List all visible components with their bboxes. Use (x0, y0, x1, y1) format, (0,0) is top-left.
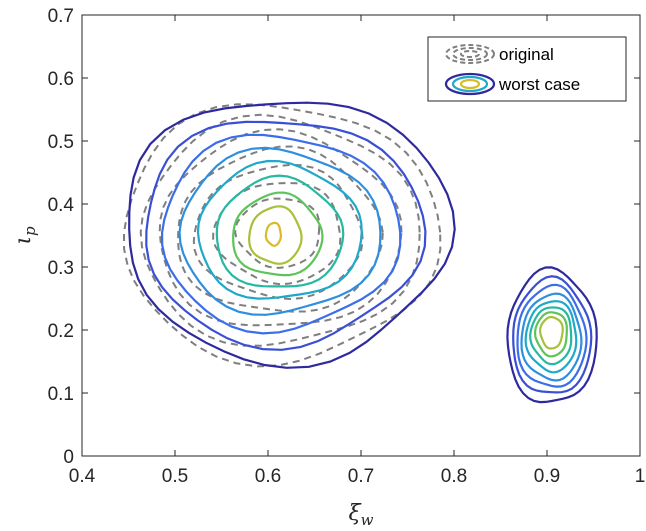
y-tick-label-1: 0.1 (48, 384, 74, 405)
original-contour-3 (177, 145, 384, 313)
original-contour-0 (122, 103, 442, 368)
axis-ticks: 0.4 0.5 0.6 0.7 0.8 0.9 1 0 0.1 0.2 0.3 0.4 0.5 0.6 0.… (48, 6, 646, 487)
worst-case-contour-1-7 (538, 315, 564, 350)
worst-case-contour-1-4 (524, 300, 578, 374)
legend: original worst case (427, 36, 627, 102)
worst-case-contours (128, 101, 598, 404)
x-tick-label-2: 0.6 (255, 466, 281, 487)
y-tick-label-7: 0.7 (48, 6, 74, 27)
worst-case-contour-0-3 (178, 146, 382, 316)
legend-worst-ring-2 (459, 78, 481, 90)
worst-case-contour-1-2 (516, 283, 588, 388)
worst-case-contour-0-0 (128, 101, 456, 369)
y-axis-label-subscript: p (21, 226, 39, 236)
worst-case-contour-0-2 (160, 133, 402, 335)
legend-label-worst-case: worst case (498, 75, 580, 94)
y-tick-label-6: 0.6 (48, 69, 74, 90)
worst-case-contour-1-1 (512, 275, 593, 394)
y-axis-label-symbol: ι (11, 236, 36, 245)
legend-symbol-worst-case (444, 72, 496, 96)
original-contour-4 (192, 163, 364, 301)
legend-original-ring-1 (452, 47, 488, 61)
worst-case-contour-1-0 (506, 266, 598, 404)
x-axis-label: ξw (349, 501, 374, 529)
legend-label-original: original (499, 45, 554, 64)
x-tick-label-1: 0.5 (162, 466, 188, 487)
worst-case-contour-1-3 (520, 292, 583, 382)
legend-original-ring-0 (445, 44, 495, 64)
worst-case-contour-0-6 (232, 191, 324, 277)
worst-case-contour-0-4 (196, 159, 363, 300)
x-axis-label-symbol: ξ (349, 501, 363, 526)
worst-case-contour-0-1 (145, 120, 427, 351)
original-contour-1 (139, 113, 421, 347)
legend-worst-ring-0 (444, 72, 496, 96)
legend-worst-ring-1 (451, 75, 489, 93)
y-tick-label-5: 0.5 (48, 132, 74, 153)
x-tick-label-3: 0.7 (348, 466, 374, 487)
worst-case-contour-1-5 (529, 306, 573, 366)
x-tick-label-5: 0.9 (534, 466, 560, 487)
y-tick-label-2: 0.2 (48, 321, 74, 342)
original-contour-5 (212, 181, 342, 286)
worst-case-contour-0-8 (264, 221, 283, 247)
y-tick-label-0: 0 (63, 447, 74, 468)
x-tick-label-6: 1 (635, 466, 646, 487)
legend-original-ring-2 (460, 50, 480, 58)
y-tick-label-3: 0.3 (48, 258, 74, 279)
x-axis-label-subscript: w (361, 511, 374, 529)
worst-case-contour-0-7 (247, 205, 303, 265)
worst-case-contour-1-6 (533, 311, 568, 358)
x-tick-label-4: 0.8 (441, 466, 467, 487)
y-tick-label-4: 0.4 (48, 195, 75, 216)
worst-case-contour-0-5 (215, 174, 345, 288)
y-axis-label: ιp (11, 226, 39, 245)
x-tick-label-0: 0.4 (69, 466, 96, 487)
original-contour-6 (234, 197, 321, 269)
legend-symbol-original (445, 44, 495, 64)
